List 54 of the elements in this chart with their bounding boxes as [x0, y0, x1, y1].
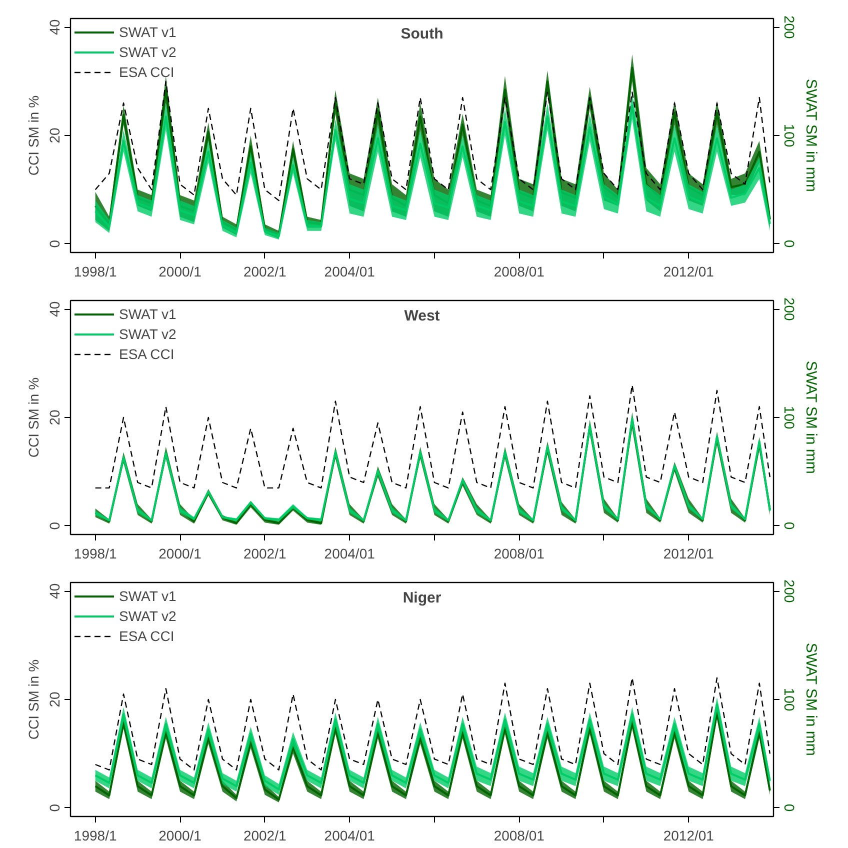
- legend-label: ESA CCI: [119, 346, 174, 362]
- y-tick-label: 40: [46, 583, 62, 599]
- legend-label: SWAT v1: [119, 306, 176, 322]
- y2-axis-title: SWAT SM in mm: [802, 642, 820, 756]
- text: West: [404, 308, 440, 324]
- y2-axis-title: SWAT SM in mm: [802, 78, 820, 192]
- legend-label: SWAT v2: [119, 44, 176, 60]
- x-tick-label: 2012/01: [663, 264, 714, 280]
- x-tick-label: 2008/01: [494, 546, 545, 562]
- x-tick-label: 2004/01: [324, 828, 376, 844]
- y-tick-label: 40: [46, 19, 62, 35]
- y2-axis-title: SWAT SM in mm: [802, 360, 820, 474]
- legend-label: SWAT v2: [119, 326, 176, 342]
- y2-tick-label: 100: [782, 406, 798, 430]
- y-tick-label: 0: [46, 522, 62, 530]
- legend-label: ESA CCI: [119, 64, 174, 80]
- y2-tick-label: 0: [782, 240, 798, 248]
- x-tick-label: 2000/1: [158, 828, 202, 844]
- y2-tick-label: 200: [782, 579, 798, 604]
- text: Niger: [402, 590, 442, 606]
- legend-label: ESA CCI: [119, 628, 174, 644]
- x-tick-label: 2004/01: [324, 264, 376, 280]
- x-tick-label: 1998/1: [74, 828, 117, 844]
- y-tick-label: 0: [46, 804, 62, 812]
- x-tick-label: 2000/1: [158, 264, 202, 280]
- y-axis-title: CCI SM in %: [26, 659, 42, 740]
- y2-tick-label: 0: [782, 522, 798, 530]
- legend-label: SWAT v1: [119, 24, 176, 40]
- legend-label: SWAT v2: [119, 608, 176, 624]
- x-tick-label: 2002/1: [243, 546, 286, 562]
- y-tick-label: 20: [46, 692, 62, 708]
- y-axis-title: CCI SM in %: [26, 95, 42, 176]
- y-tick-label: 20: [46, 410, 62, 426]
- x-tick-label: 2012/01: [663, 828, 714, 844]
- text: South: [400, 26, 444, 42]
- y-tick-label: 0: [46, 240, 62, 248]
- x-tick-label: 2004/01: [324, 546, 376, 562]
- x-tick-label: 2008/01: [494, 828, 545, 844]
- x-tick-label: 1998/1: [74, 546, 117, 562]
- x-tick-label: 2002/1: [243, 264, 286, 280]
- y-tick-label: 40: [46, 301, 62, 317]
- y-axis-title: CCI SM in %: [26, 377, 42, 458]
- legend-label: SWAT v1: [119, 588, 176, 604]
- y2-tick-label: 200: [782, 15, 798, 40]
- x-tick-label: 2012/01: [663, 546, 714, 562]
- x-tick-label: 1998/1: [74, 264, 117, 280]
- y2-tick-label: 100: [782, 124, 798, 148]
- y2-tick-label: 0: [782, 804, 798, 812]
- x-tick-label: 2002/1: [243, 828, 286, 844]
- y2-tick-label: 100: [782, 688, 798, 712]
- x-tick-label: 2000/1: [158, 546, 202, 562]
- x-tick-label: 2008/01: [494, 264, 545, 280]
- y2-tick-label: 200: [782, 297, 798, 322]
- y-tick-label: 20: [46, 128, 62, 144]
